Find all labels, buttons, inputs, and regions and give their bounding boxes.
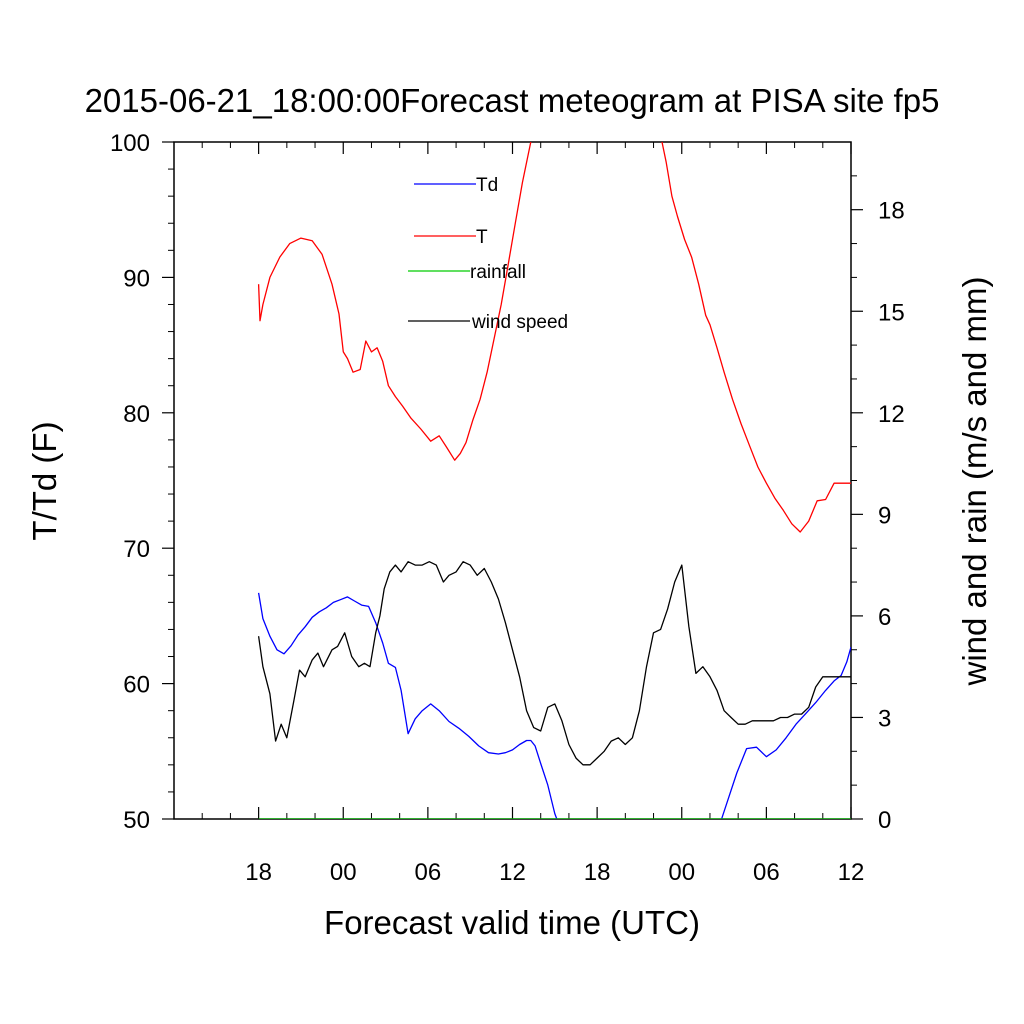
legend-label-rainfall: rainfall xyxy=(470,262,526,283)
x-axis-title: Forecast valid time (UTC) xyxy=(324,904,700,941)
y-axis-title: T/Td (F) xyxy=(26,421,63,540)
y2-tick-label: 9 xyxy=(878,502,891,529)
x-tick-label: 06 xyxy=(753,859,780,886)
y-tick-label: 70 xyxy=(123,536,150,563)
x-tick-label: 12 xyxy=(499,859,526,886)
plot-area xyxy=(162,141,863,820)
y2-tick-label: 15 xyxy=(878,299,905,326)
series-line-wind-speed xyxy=(257,561,851,766)
x-tick-label: 12 xyxy=(838,859,865,886)
y-tick-label: 90 xyxy=(123,265,150,292)
y-tick-label: 80 xyxy=(123,401,150,428)
y-tick-label: 50 xyxy=(123,807,150,834)
series-line-td xyxy=(257,592,851,819)
y2-tick-label: 3 xyxy=(878,705,891,732)
tick-labels: 18 00 06 12 18 00 06 12 50 60 70 80 90 100 0 3 6 9 12 15 18 xyxy=(110,130,905,886)
y2-tick-label: 18 xyxy=(878,198,905,225)
legend-label-td: Td xyxy=(476,175,498,196)
chart-title: 2015-06-21_18:00:00Forecast meteogram at… xyxy=(85,82,940,119)
y2-tick-label: 12 xyxy=(878,401,905,428)
y2-axis-title: wind and rain (m/s and mm) xyxy=(956,277,993,687)
y-tick-label: 100 xyxy=(110,130,150,157)
legend-label-t: T xyxy=(476,227,488,248)
x-tick-label: 18 xyxy=(584,859,611,886)
x-tick-label: 00 xyxy=(668,859,695,886)
y-tick-label: 60 xyxy=(123,672,150,699)
series-layer xyxy=(257,142,851,819)
plot-frame xyxy=(173,141,852,820)
x-tick-label: 00 xyxy=(330,859,357,886)
x-tick-label: 18 xyxy=(245,859,272,886)
series-line-t xyxy=(257,142,851,533)
legend-label-wind-speed: wind speed xyxy=(471,312,568,333)
y2-tick-label: 6 xyxy=(878,604,891,631)
y2-tick-label: 0 xyxy=(878,807,891,834)
x-tick-label: 06 xyxy=(415,859,442,886)
axis-ticks xyxy=(162,141,863,820)
